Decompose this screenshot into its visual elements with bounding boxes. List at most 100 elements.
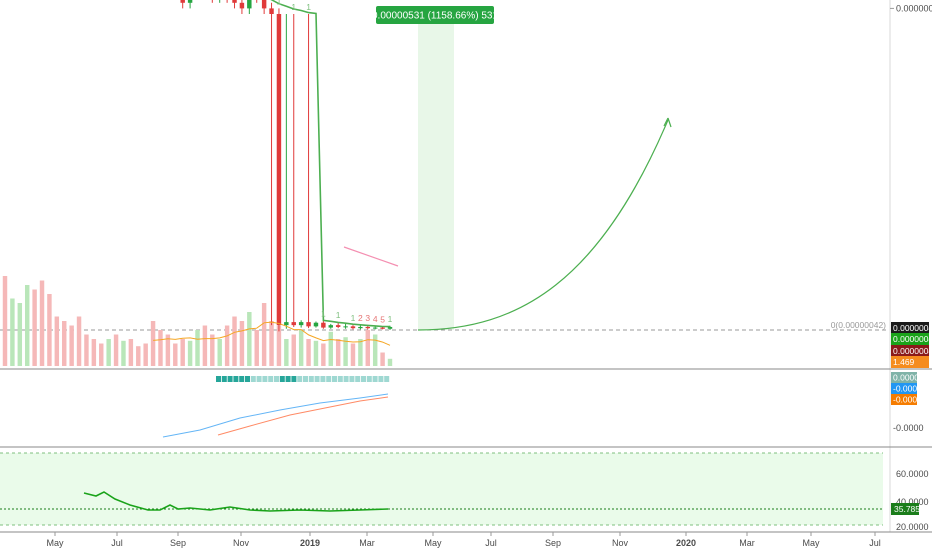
future-highlight-zone <box>418 22 454 330</box>
volume-bar <box>121 340 126 366</box>
volume-bar <box>291 334 296 366</box>
candle-body <box>239 2 245 9</box>
macd-hist-bar <box>239 376 245 382</box>
volume-bar <box>62 321 67 366</box>
volume-bar <box>54 316 60 366</box>
volume-bar <box>113 334 119 366</box>
candle-body <box>247 0 252 9</box>
volume-bar <box>284 339 289 366</box>
macd-hist-bar <box>274 376 279 382</box>
volume-bar <box>247 312 252 366</box>
td-count-label: 5 <box>380 314 385 324</box>
pink-trendline[interactable] <box>343 246 399 267</box>
macd-hist-bar <box>268 376 274 382</box>
td-count-label: 1 <box>351 313 356 323</box>
price-tag-text: 0.00000047 <box>893 323 932 333</box>
measure-label: 0.00000531 (1158.66%) 531 <box>372 11 498 22</box>
td-count-label: 4 <box>373 314 378 324</box>
macd-tags: 0.0000-0.0000-0.0000 <box>891 372 922 405</box>
volume-bar <box>321 343 326 366</box>
volume-bar <box>76 316 82 366</box>
volume-bar <box>180 339 185 366</box>
rsi-axis-label: 60.0000 <box>896 469 929 479</box>
candle-body <box>365 326 371 329</box>
candle-body <box>291 322 296 326</box>
macd-hist-bar <box>233 376 239 382</box>
rsi-axis-label: 40.0000 <box>896 497 929 507</box>
macd-tag-text: 0.0000 <box>893 373 919 383</box>
macd-hist-bar <box>291 376 297 382</box>
time-tick-label: Sep <box>170 538 186 548</box>
candle-body <box>343 326 348 328</box>
volume-bar <box>276 325 282 366</box>
time-tick-label: 2019 <box>300 538 320 548</box>
volume-bar <box>106 339 111 366</box>
time-tick-label: Jul <box>485 538 497 548</box>
price-tag-text: 1.469 <box>893 357 915 367</box>
macd-hist-bar <box>314 376 320 382</box>
rsi-axis: 60.0000 40.0000 20.0000 <box>896 469 929 532</box>
macd-hist-bar <box>262 376 268 382</box>
volume-bar <box>187 340 193 366</box>
volume-bar <box>165 334 171 366</box>
volume-bar <box>210 334 215 366</box>
candle-body <box>306 322 311 327</box>
candle-body <box>350 326 356 329</box>
price-tag-bg <box>891 345 929 357</box>
candle-body <box>335 325 341 327</box>
candle-body <box>261 0 267 9</box>
macd-hist-bar <box>250 376 256 382</box>
volume-bar <box>91 339 97 366</box>
fibonacci-extension[interactable]: 2.618(0.00000577)2.272(0.00000506)2(0.00… <box>0 0 887 331</box>
candle-body <box>321 322 326 328</box>
macd-hist-bar <box>216 376 221 382</box>
volume-bar <box>173 343 178 366</box>
volume-bar <box>99 343 104 366</box>
volume-bar <box>224 325 230 366</box>
candle-body <box>187 0 193 3</box>
candle-body <box>387 326 393 329</box>
time-tick-label: May <box>424 538 442 548</box>
time-tick-label: Nov <box>612 538 629 548</box>
candle-body <box>372 327 378 329</box>
price-tag-bg <box>891 333 929 345</box>
measure-label-bg <box>376 6 494 24</box>
time-tick-label: May <box>802 538 820 548</box>
volume-bar <box>313 340 319 366</box>
candle-body <box>180 0 185 3</box>
macd-hist-bar <box>221 376 227 382</box>
time-tick-label: 2020 <box>676 538 696 548</box>
volume-bar <box>269 321 274 366</box>
rsi-axis-label: 20.0000 <box>896 522 929 532</box>
volume-bars <box>2 276 393 366</box>
macd-hist-bar <box>332 376 337 382</box>
volume-bar <box>365 330 371 366</box>
volume-bar <box>47 294 52 366</box>
td-count-label: 1 <box>321 308 326 318</box>
volume-bar <box>158 330 163 366</box>
rsi-tag: 35.7851 <box>894 504 925 514</box>
volume-bar <box>84 334 89 366</box>
macd-axis-label: -0.0000 <box>893 423 924 433</box>
volume-bar <box>350 343 356 366</box>
volume-bar <box>387 358 393 366</box>
moving-average-line <box>270 0 391 328</box>
projection-curve[interactable] <box>417 119 669 331</box>
time-tick-label: Nov <box>233 538 250 548</box>
candle-body <box>328 325 333 328</box>
candle-body <box>232 0 237 3</box>
volume-ma-line <box>153 321 391 346</box>
td-count-label: 1 <box>336 310 341 320</box>
volume-bar <box>239 321 245 366</box>
macd-line <box>162 393 389 438</box>
volume-bar <box>195 330 200 366</box>
price-tags: 0.000005760.000001520.000000470.00000046… <box>891 322 932 368</box>
time-tick-label: Jul <box>869 538 881 548</box>
volume-bar <box>298 330 304 366</box>
macd-hist-bar <box>337 376 343 382</box>
time-axis[interactable]: May Jul Sep Nov 2019 Mar May Jul Sep Nov 2020 Mar Ma… <box>46 532 881 548</box>
macd-hist-bar <box>297 376 303 382</box>
price-axis[interactable]: 0.000006000.000005500.000005000.00000450… <box>890 0 932 13</box>
volume-bar <box>2 276 8 366</box>
